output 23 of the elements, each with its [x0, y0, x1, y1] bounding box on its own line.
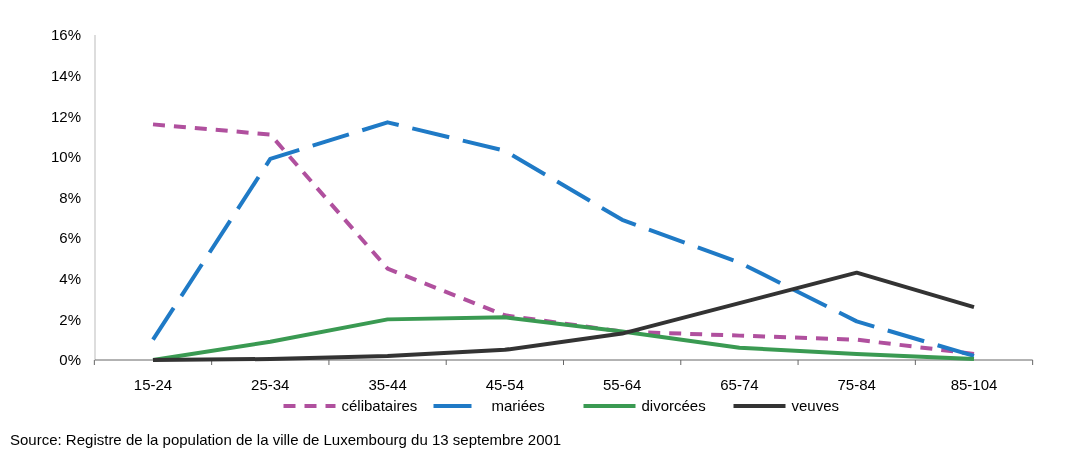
x-tick-label: 55-64 — [602, 376, 642, 393]
x-tick-label: 85-104 — [950, 376, 998, 393]
y-tick-label: 10% — [50, 148, 81, 166]
y-tick-label: 16% — [50, 26, 81, 44]
x-tick-label: 15-24 — [133, 376, 173, 393]
legend-label: divorcées — [641, 397, 706, 415]
line-series — [151, 270, 976, 362]
y-tick-label: 8% — [59, 188, 81, 206]
y-tick-label: 12% — [50, 107, 81, 125]
y-tick-label: 4% — [59, 270, 81, 287]
x-tick-label: 75-84 — [837, 376, 876, 393]
x-tick-label: 35-44 — [368, 376, 407, 393]
y-tick-label: 0% — [59, 351, 81, 369]
y-tick-label: 6% — [59, 229, 81, 247]
x-tick-label: 65-74 — [720, 376, 759, 393]
y-tick-label: 14% — [50, 66, 81, 84]
y-tick-label: 2% — [59, 310, 81, 328]
legend-label: célibataires — [341, 397, 418, 415]
source-note: Source: Registre de la population de la ville de Luxembourg du 13 septembre 2001 — [10, 431, 562, 448]
legend-label: veuves — [791, 397, 840, 415]
x-tick-label: 45-54 — [485, 376, 525, 393]
x-tick-label: 25-34 — [251, 376, 290, 393]
legend-label: mariées — [491, 397, 545, 415]
